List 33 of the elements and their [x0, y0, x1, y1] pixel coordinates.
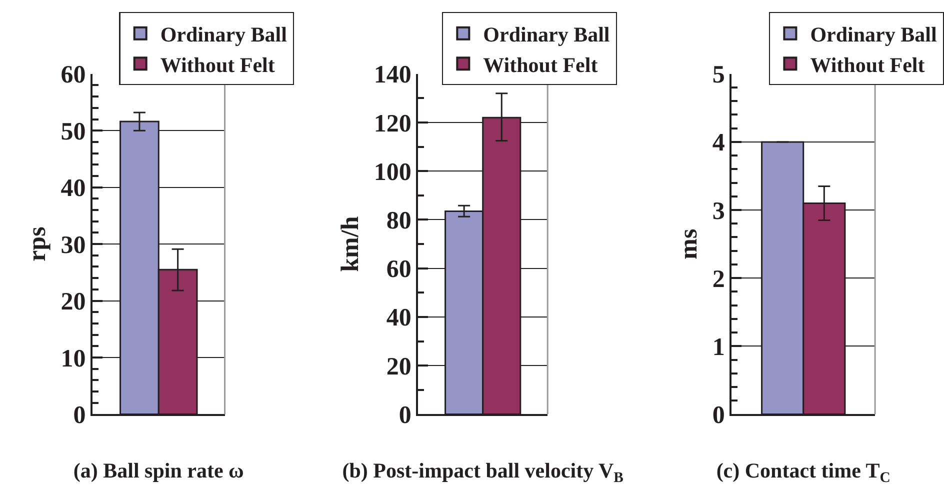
legend-label: Ordinary Ball — [160, 22, 288, 47]
y-tick-label: 4 — [712, 130, 726, 157]
y-tick-label: 20 — [60, 288, 86, 316]
y-axis-title: ms — [676, 228, 703, 260]
y-tick-label: 40 — [60, 175, 86, 202]
legend-label: Without Felt — [160, 52, 275, 77]
y-tick-label: 140 — [374, 62, 412, 89]
y-tick-label: 60 — [60, 62, 86, 89]
x-axis-title: (b) Post-impact ball velocity V$_{B}$ — [342, 458, 624, 486]
y-tick-label: 80 — [386, 207, 412, 234]
y-tick-label: 10 — [60, 345, 86, 372]
y-tick-label: 40 — [386, 304, 412, 332]
y-tick-label: 120 — [374, 110, 412, 138]
y-tick-label: 1 — [712, 334, 725, 361]
y-tick-label: 0 — [398, 402, 412, 429]
y-tick-label: 0 — [712, 402, 725, 429]
y-axis-title: km/h — [337, 216, 364, 272]
y-tick-label: 2 — [712, 266, 725, 293]
y-tick-label: 3 — [712, 198, 725, 225]
y-tick-label: 20 — [386, 353, 412, 380]
y-tick-label: 0 — [73, 402, 86, 429]
y-tick-label: 60 — [386, 256, 412, 284]
y-axis-title: rps — [24, 226, 51, 262]
y-tick-label: 30 — [60, 232, 86, 259]
y-tick-label: 50 — [60, 118, 86, 146]
x-axis-title: (a) Ball spin rate ω — [73, 458, 244, 483]
legend-label: Ordinary Ball — [810, 22, 937, 47]
y-tick-label: 100 — [374, 158, 412, 186]
legend-label: Without Felt — [483, 52, 598, 77]
y-tick-label: 5 — [712, 62, 725, 89]
legend-label: Ordinary Ball — [483, 22, 610, 47]
legend-label: Without Felt — [810, 52, 925, 77]
x-axis-title: (c) Contact time T$_{C}$ — [716, 458, 890, 486]
